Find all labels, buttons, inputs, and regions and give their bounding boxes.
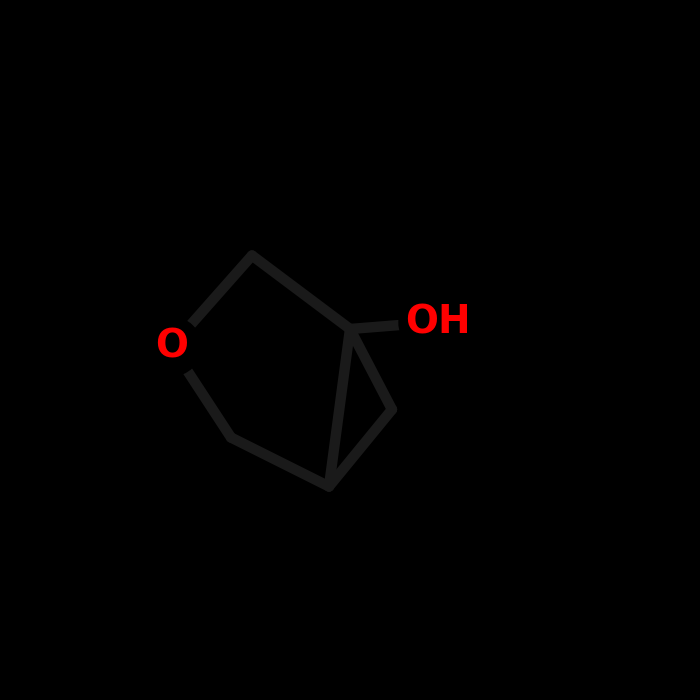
Text: OH: OH bbox=[405, 303, 470, 341]
Circle shape bbox=[142, 317, 201, 376]
Text: O: O bbox=[155, 328, 188, 365]
Circle shape bbox=[399, 284, 476, 360]
